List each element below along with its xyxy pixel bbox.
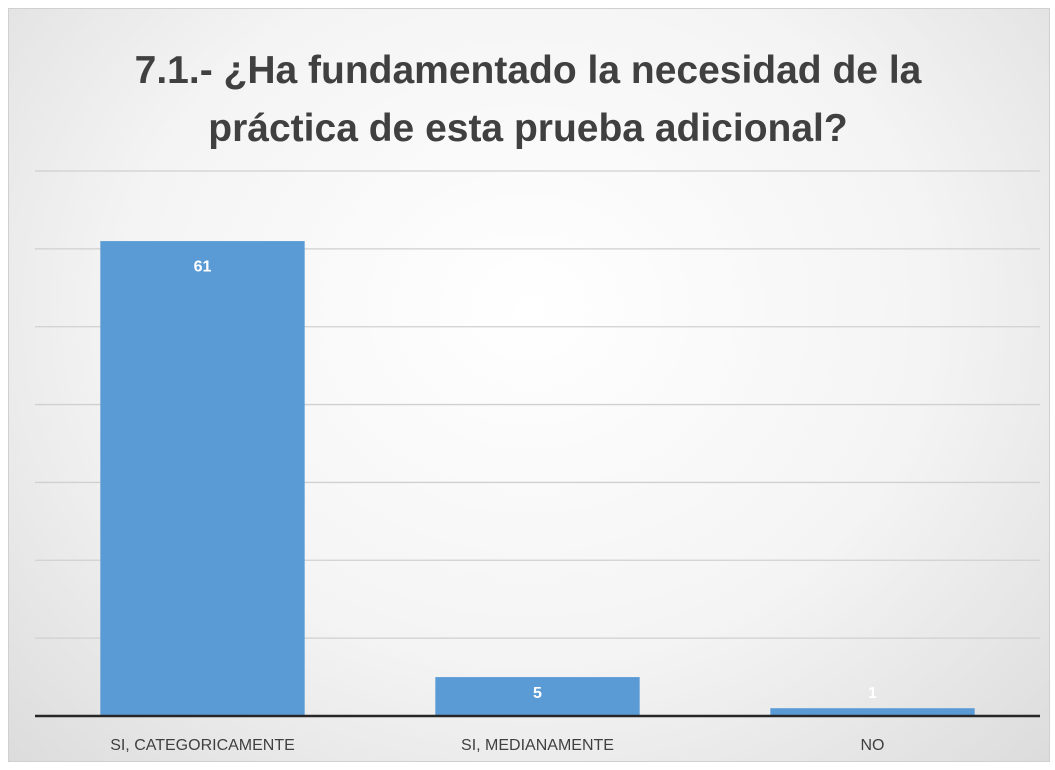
x-tick-label: SI, MEDIANAMENTE — [461, 737, 614, 754]
data-label: 1 — [868, 685, 877, 702]
x-tick-label: SI, CATEGORICAMENTE — [110, 737, 295, 754]
bar — [770, 708, 975, 716]
data-label: 61 — [194, 258, 212, 275]
data-label: 5 — [533, 685, 542, 702]
chart-title: 7.1.- ¿Ha fundamentado la necesidad de l… — [134, 49, 922, 150]
bar — [100, 241, 305, 717]
bar — [435, 677, 640, 716]
x-tick-label: NO — [861, 737, 885, 754]
